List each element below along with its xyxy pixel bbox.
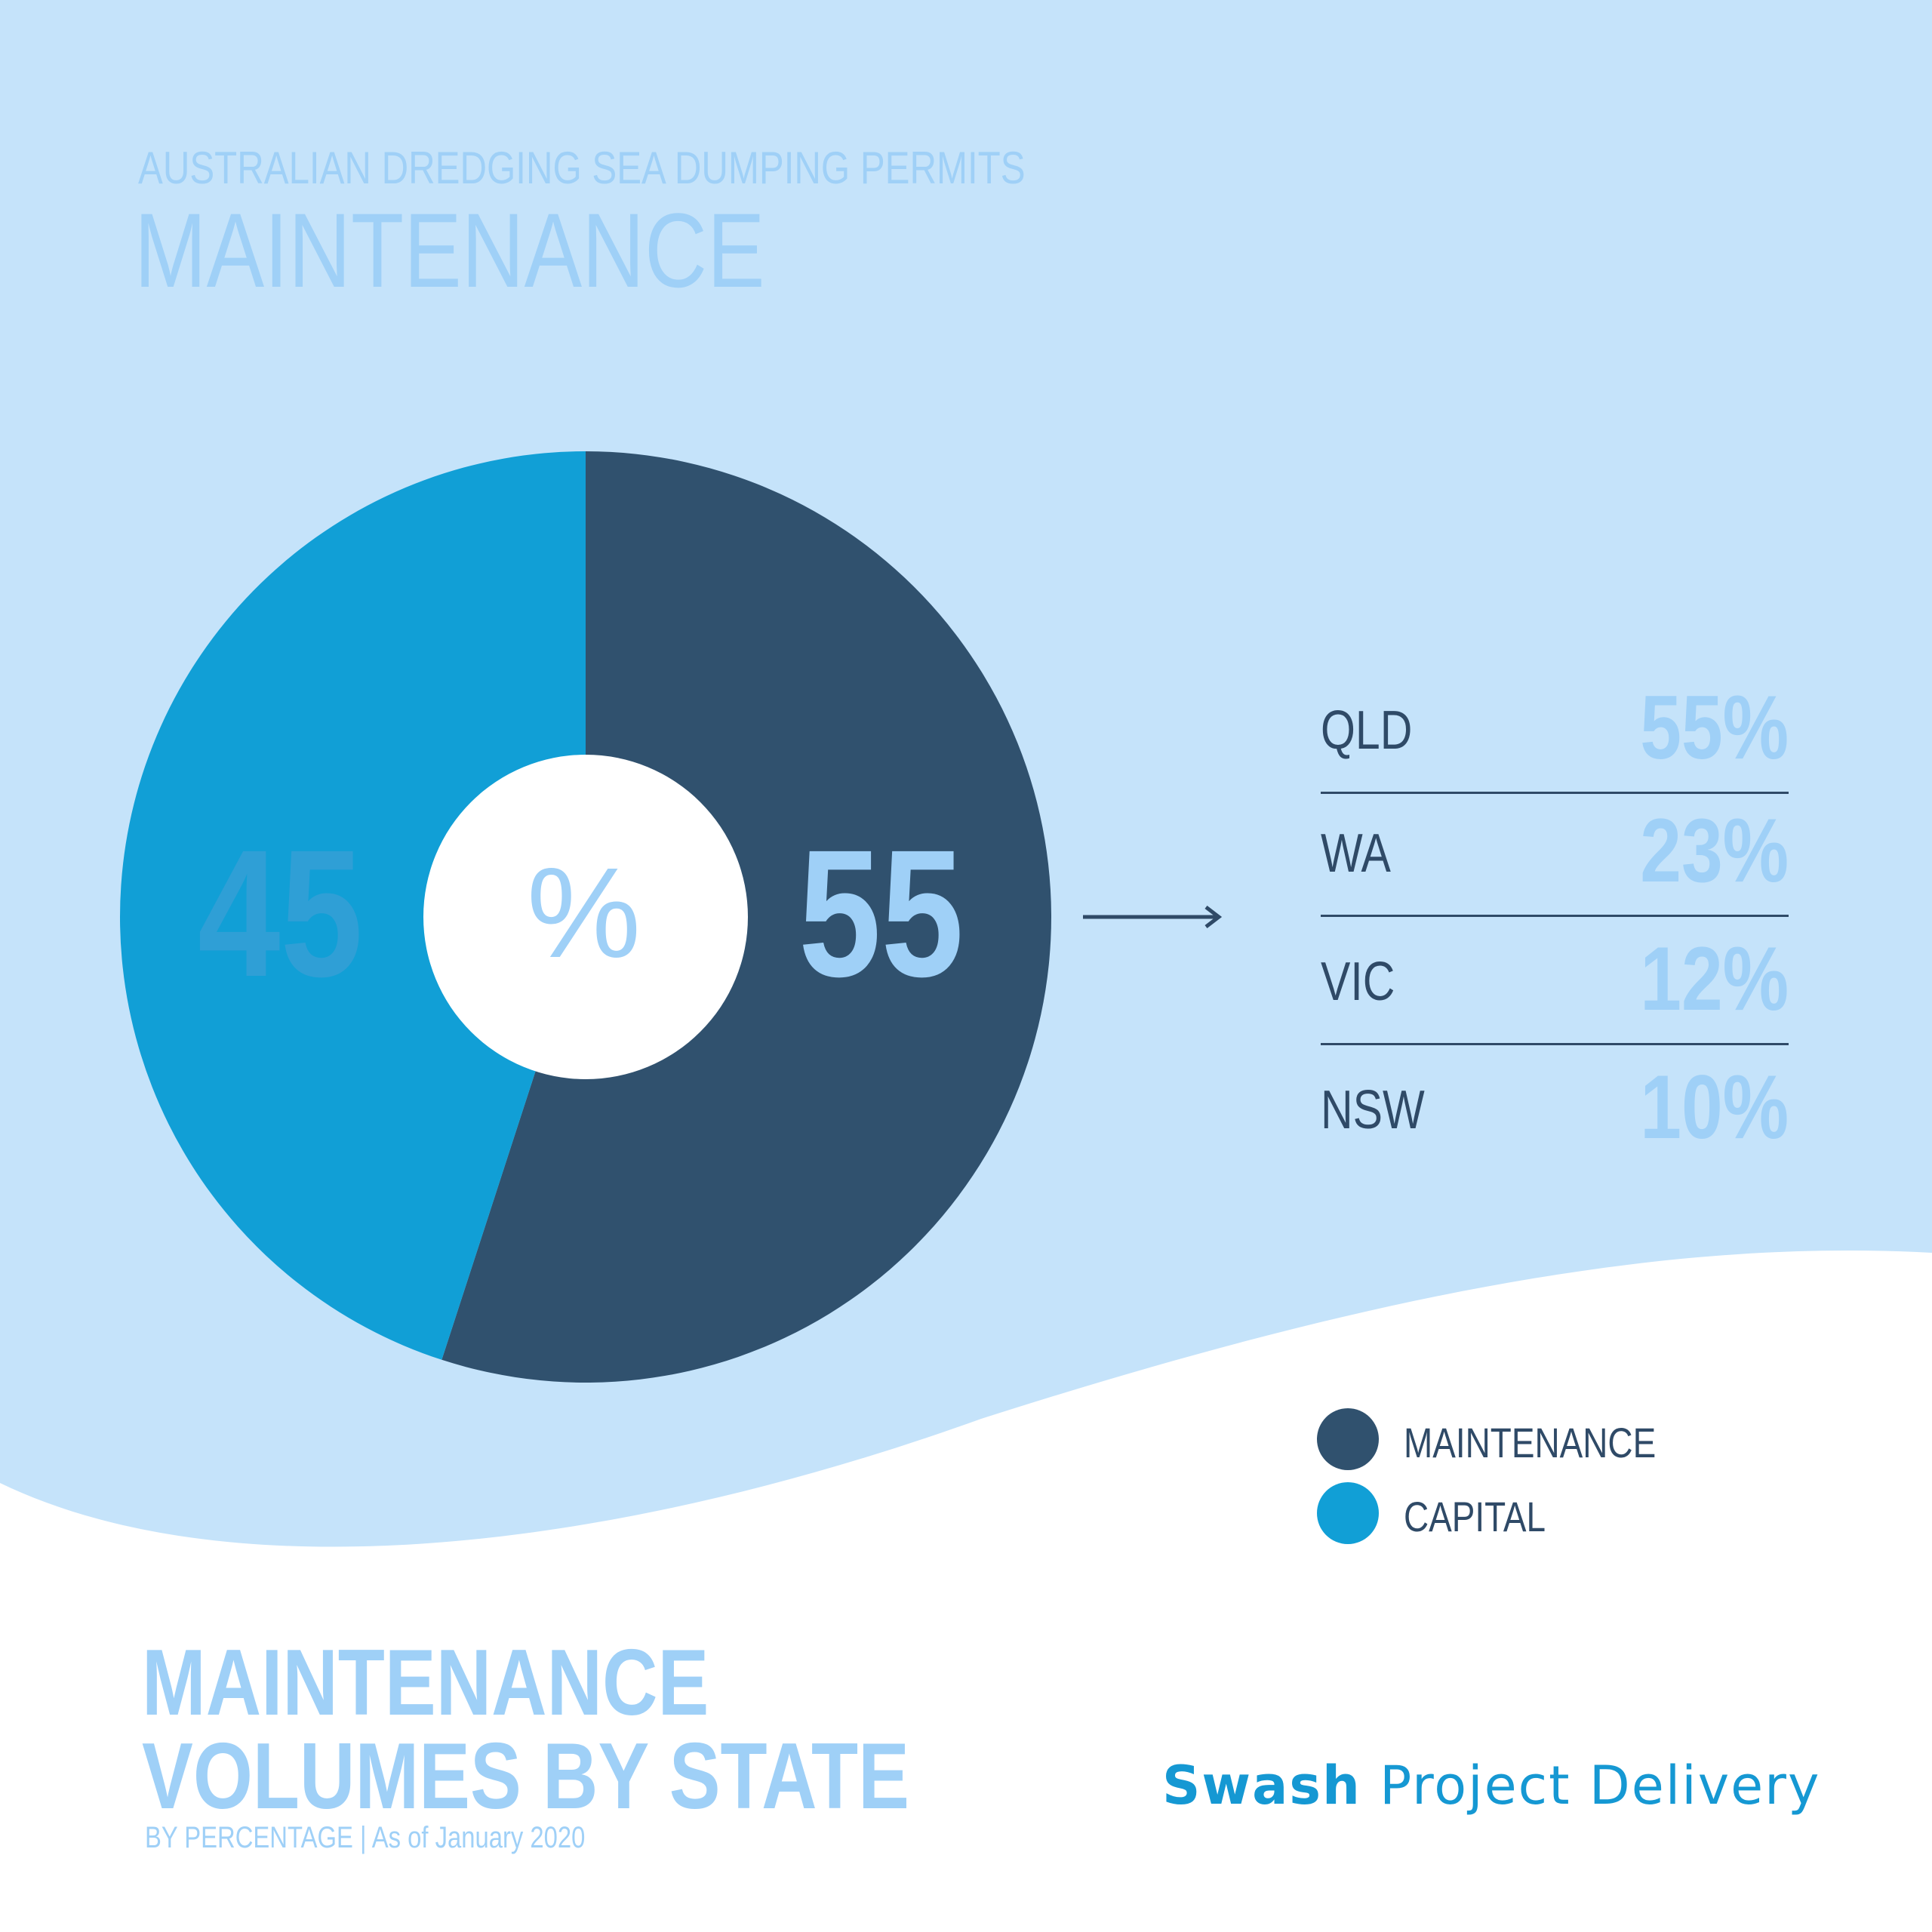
footer-title-line2: VOLUMES BY STATE: [142, 1724, 909, 1829]
legend-swatch: [1317, 1408, 1379, 1470]
header-kicker: AUSTRALIAN DREDGING SEA DUMPING PERMITS: [138, 143, 1026, 193]
footer-title: MAINTENANCE VOLUMES BY STATE: [142, 1636, 909, 1823]
percent-symbol: %: [527, 841, 641, 985]
footer-title-line1: MAINTENANCE: [142, 1631, 709, 1735]
brand-bold: Swash: [1162, 1755, 1361, 1817]
capital-value-label: 45: [198, 812, 363, 1014]
state-name: WA: [1321, 823, 1391, 884]
legend-label: MAINTENANCE: [1404, 1419, 1657, 1466]
row-divider: [1321, 915, 1789, 917]
state-name: NSW: [1321, 1080, 1425, 1140]
row-divider: [1321, 792, 1789, 794]
row-divider: [1321, 1043, 1789, 1045]
state-value: 55%: [1640, 677, 1789, 778]
maintenance-value-label: 55: [798, 812, 964, 1014]
state-row-qld: QLD 55%: [1321, 673, 1789, 794]
brand-logo: Swash Project Delivery: [1162, 1755, 1820, 1817]
state-value: 10%: [1640, 1057, 1789, 1158]
legend-label: CAPITAL: [1404, 1493, 1546, 1540]
footer-subtitle: BY PERCENTAGE | As of January 2020: [145, 1821, 586, 1854]
legend-swatch: [1317, 1482, 1379, 1544]
state-value: 23%: [1640, 800, 1789, 901]
arrow-right-icon: [1083, 906, 1223, 928]
state-value: 12%: [1640, 928, 1789, 1029]
state-row-nsw: NSW 10%: [1321, 1053, 1789, 1166]
state-row-vic: VIC 12%: [1321, 924, 1789, 1045]
state-row-wa: WA 23%: [1321, 796, 1789, 917]
page-title: MAINTENANCE: [134, 191, 765, 309]
state-name: QLD: [1321, 700, 1413, 761]
brand-rest: Project Delivery: [1361, 1755, 1821, 1817]
state-name: VIC: [1321, 952, 1395, 1012]
donut-hole: [423, 755, 748, 1079]
pie-slice-capital: [120, 451, 586, 1360]
